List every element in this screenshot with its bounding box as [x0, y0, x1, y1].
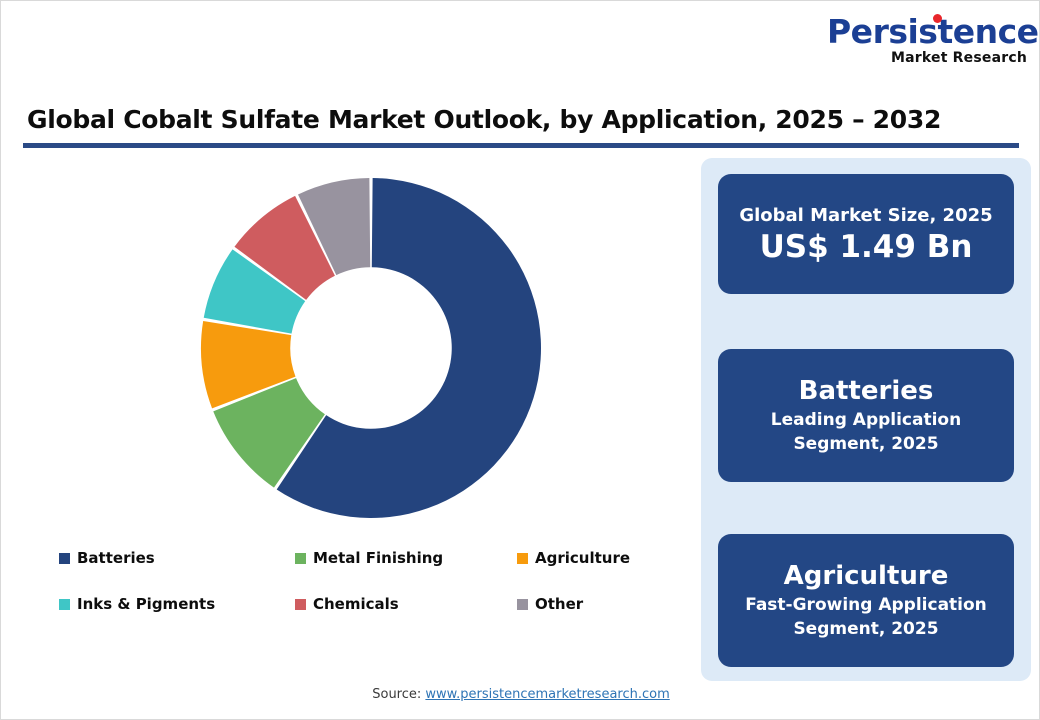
page-title: Global Cobalt Sulfate Market Outlook, by…: [27, 105, 942, 134]
logo-tagline: Market Research: [891, 50, 1027, 66]
source-note: Source: www.persistencemarketresearch.co…: [1, 687, 1040, 702]
kpi-panel: Global Market Size, 2025 US$ 1.49 Bn Bat…: [701, 158, 1031, 681]
source-prefix: Source:: [372, 687, 426, 702]
legend-swatch-icon: [59, 552, 70, 564]
legend-row: Batteries Metal Finishing Agriculture: [59, 549, 679, 595]
donut-slice-chemicals: [234, 195, 335, 300]
kpi-title: Agriculture: [783, 561, 949, 591]
donut-slice-inks-pigments: [203, 249, 306, 334]
legend-label: Batteries: [77, 549, 155, 567]
donut-slice-metal-finishing: [213, 378, 325, 488]
kpi-subtitle-line-2: Segment, 2025: [793, 434, 939, 454]
donut-chart-svg: [201, 178, 541, 519]
donut-slice-agriculture: [201, 320, 296, 409]
kpi-card-fastest-growing-segment: Agriculture Fast-Growing Application Seg…: [718, 534, 1014, 667]
legend-swatch-icon: [59, 598, 70, 610]
legend-item-inks-and-pigments: Inks & Pigments: [59, 595, 295, 613]
legend-swatch-icon: [295, 552, 306, 564]
legend-label: Chemicals: [313, 595, 399, 613]
logo-dot-icon: [933, 14, 942, 23]
title-divider: [23, 143, 1019, 148]
kpi-value: US$ 1.49 Bn: [759, 228, 973, 265]
kpi-card-market-size: Global Market Size, 2025 US$ 1.49 Bn: [718, 174, 1014, 294]
donut-slice-group: [201, 178, 541, 519]
legend-swatch-icon: [295, 598, 306, 610]
legend-item-other: Other: [517, 595, 677, 613]
donut-slice-other: [298, 178, 371, 276]
legend-label: Metal Finishing: [313, 549, 444, 567]
source-link[interactable]: www.persistencemarketresearch.com: [425, 687, 670, 702]
legend-item-chemicals: Chemicals: [295, 595, 517, 613]
legend-row: Inks & Pigments Chemicals Other: [59, 595, 679, 641]
kpi-subtitle-line-2: Segment, 2025: [793, 619, 939, 639]
legend-swatch-icon: [517, 552, 528, 564]
kpi-heading: Global Market Size, 2025: [739, 204, 993, 226]
donut-chart: [181, 158, 561, 538]
legend-item-batteries: Batteries: [59, 549, 295, 567]
brand-logo: Persistence Market Research: [827, 14, 1039, 67]
kpi-card-leading-segment: Batteries Leading Application Segment, 2…: [718, 349, 1014, 482]
logo-wordmark: Persistence: [827, 14, 1039, 49]
chart-legend: Batteries Metal Finishing Agriculture In…: [59, 549, 679, 641]
legend-item-agriculture: Agriculture: [517, 549, 677, 567]
kpi-title: Batteries: [798, 376, 934, 406]
kpi-subtitle-line-1: Fast-Growing Application: [745, 595, 987, 615]
legend-label: Other: [535, 595, 584, 613]
kpi-subtitle-line-1: Leading Application: [770, 410, 962, 430]
legend-label: Agriculture: [535, 549, 631, 567]
legend-label: Inks & Pigments: [77, 595, 216, 613]
legend-swatch-icon: [517, 598, 528, 610]
legend-item-metal-finishing: Metal Finishing: [295, 549, 517, 567]
donut-slice-batteries: [276, 178, 541, 519]
